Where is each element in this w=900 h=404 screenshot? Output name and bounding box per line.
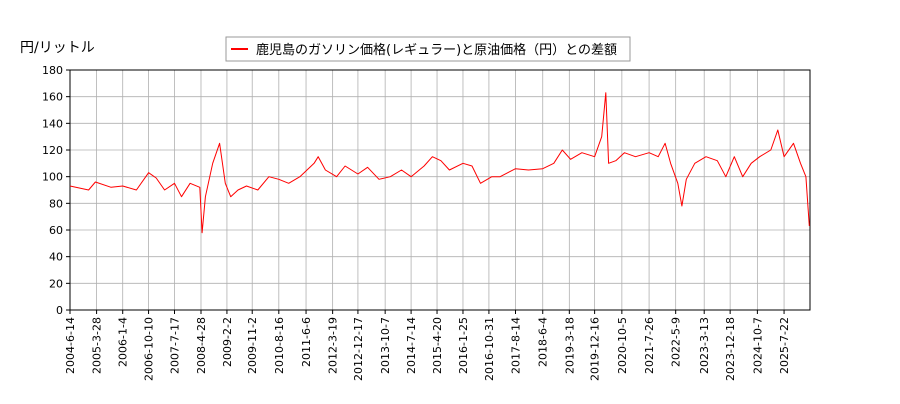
y-tick-label: 80 — [49, 197, 63, 210]
x-tick-label: 2005-3-28 — [91, 317, 104, 374]
x-tick-label: 2025-7-22 — [778, 317, 791, 374]
x-tick-label: 2015-4-20 — [431, 317, 444, 374]
x-tick-label: 2019-3-18 — [563, 317, 576, 374]
legend-box — [225, 36, 631, 62]
x-tick-label: 2024-10-7 — [751, 317, 764, 374]
y-tick-label: 100 — [42, 171, 63, 184]
x-tick-label: 2021-7-26 — [643, 317, 656, 374]
x-axis: 2004-6-14 2005-3-28 2006-1-4 2006-10-10 2007… — [64, 310, 791, 381]
y-tick-label: 120 — [42, 144, 63, 157]
legend: 鹿児島のガソリン価格(レギュラー)と原油価格（円）との差額 — [225, 36, 631, 62]
x-tick-label: 2006-10-10 — [143, 317, 156, 381]
x-tick-label: 2017-8-14 — [510, 317, 523, 374]
x-tick-label: 2009-11-2 — [246, 317, 259, 374]
y-tick-label: 140 — [42, 117, 63, 130]
grid — [69, 69, 810, 311]
x-tick-label: 2011-6-6 — [300, 317, 313, 367]
x-tick-label: 2014-7-14 — [405, 317, 418, 374]
y-tick-label: 160 — [42, 91, 63, 104]
plot-area — [69, 69, 811, 311]
x-tick-label: 2006-1-4 — [117, 317, 130, 367]
y-tick-label: 20 — [49, 277, 63, 290]
x-tick-label: 2023-12-18 — [724, 317, 737, 381]
x-tick-label: 2010-8-16 — [273, 317, 286, 374]
x-tick-label: 2009-2-2 — [221, 317, 234, 367]
x-tick-label: 2016-10-31 — [483, 317, 496, 381]
x-tick-label: 2023-3-13 — [698, 317, 711, 374]
y-tick-label: 180 — [42, 64, 63, 77]
x-tick-label: 2012-3-19 — [327, 317, 340, 374]
x-tick-label: 2012-12-17 — [352, 317, 365, 381]
y-axis: 0 20 40 60 80 100 120 140 160 180 — [42, 64, 70, 317]
legend-label: 鹿児島のガソリン価格(レギュラー)と原油価格（円）との差額 — [256, 42, 617, 58]
y-tick-label: 40 — [49, 251, 63, 264]
x-tick-label: 2004-6-14 — [64, 317, 77, 374]
x-tick-label: 2019-12-16 — [589, 317, 602, 381]
y-axis-label: 円/リットル — [20, 40, 95, 56]
x-tick-label: 2022-5-9 — [670, 317, 683, 367]
x-tick-label: 2016-1-25 — [457, 317, 470, 374]
x-tick-label: 2020-10-5 — [616, 317, 629, 374]
x-tick-label: 2018-6-4 — [537, 317, 550, 367]
y-tick-label: 0 — [56, 304, 63, 317]
x-tick-label: 2008-4-28 — [195, 317, 208, 374]
x-tick-label: 2007-7-17 — [168, 317, 181, 374]
x-tick-label: 2013-10-7 — [379, 317, 392, 374]
series-line — [69, 92, 810, 234]
series-lines — [69, 92, 810, 234]
y-tick-label: 60 — [49, 224, 63, 237]
